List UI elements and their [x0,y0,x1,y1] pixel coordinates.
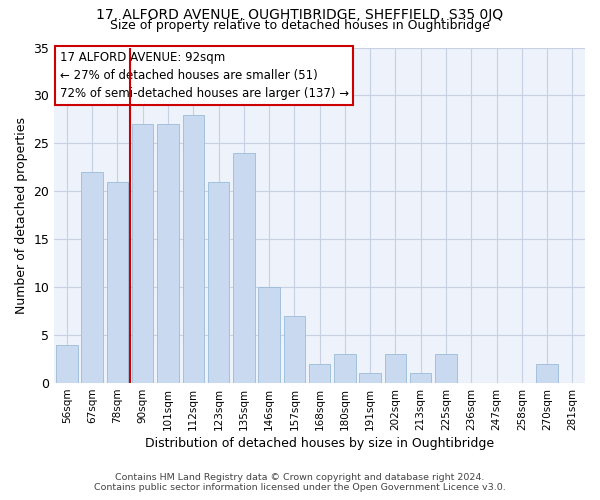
Bar [157,124,179,383]
Bar [536,364,558,383]
Bar [182,114,204,383]
Bar [410,374,431,383]
Bar [359,374,381,383]
Text: 17 ALFORD AVENUE: 92sqm
← 27% of detached houses are smaller (51)
72% of semi-de: 17 ALFORD AVENUE: 92sqm ← 27% of detache… [59,51,349,100]
Text: Size of property relative to detached houses in Oughtibridge: Size of property relative to detached ho… [110,19,490,32]
Bar [208,182,229,383]
Text: 17, ALFORD AVENUE, OUGHTIBRIDGE, SHEFFIELD, S35 0JQ: 17, ALFORD AVENUE, OUGHTIBRIDGE, SHEFFIE… [97,8,503,22]
X-axis label: Distribution of detached houses by size in Oughtibridge: Distribution of detached houses by size … [145,437,494,450]
Bar [309,364,331,383]
Bar [259,287,280,383]
Bar [132,124,154,383]
Bar [56,344,77,383]
Bar [435,354,457,383]
Text: Contains HM Land Registry data © Crown copyright and database right 2024.
Contai: Contains HM Land Registry data © Crown c… [94,473,506,492]
Bar [107,182,128,383]
Bar [82,172,103,383]
Bar [385,354,406,383]
Bar [284,316,305,383]
Y-axis label: Number of detached properties: Number of detached properties [15,117,28,314]
Bar [233,153,254,383]
Bar [334,354,356,383]
